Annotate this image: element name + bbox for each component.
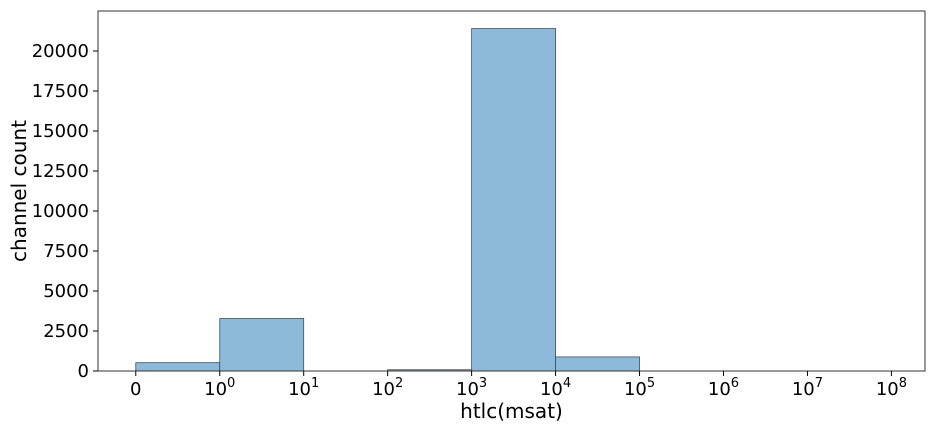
x-tick-label: 105 <box>624 376 655 400</box>
y-tick-label: 0 <box>78 361 89 382</box>
bars-group <box>135 28 640 372</box>
y-tick-label: 10000 <box>32 201 89 222</box>
y-axis-ticks: 0 2500 5000 7500 10000 12500 15000 17500 20000 <box>32 41 98 382</box>
x-tick-label: 106 <box>708 376 739 400</box>
x-axis-ticks: 0 100 101 102 103 104 105 106 107 108 <box>130 371 907 400</box>
x-tick-label: 0 <box>130 379 141 400</box>
histogram-bar-1 <box>135 362 221 372</box>
y-tick-label: 17500 <box>32 81 89 102</box>
histogram-bar-4 <box>471 28 556 372</box>
x-tick-label: 107 <box>792 376 823 400</box>
x-tick-label: 100 <box>204 376 235 400</box>
y-tick-label: 2500 <box>43 321 89 342</box>
x-tick-label: 102 <box>372 376 403 400</box>
y-tick-label: 15000 <box>32 121 89 142</box>
y-tick-label: 7500 <box>43 241 89 262</box>
x-tick-label: 108 <box>876 376 907 400</box>
x-tick-label: 104 <box>540 376 571 400</box>
y-tick-label: 12500 <box>32 161 89 182</box>
x-tick-label: 101 <box>288 376 319 400</box>
histogram-bar-5 <box>555 356 640 372</box>
x-axis-label: htlc(msat) <box>460 399 563 423</box>
y-axis-label: channel count <box>7 120 31 262</box>
y-tick-label: 5000 <box>43 281 89 302</box>
x-tick-label: 103 <box>456 376 487 400</box>
histogram-bar-2 <box>219 318 305 372</box>
plot-frame <box>97 10 926 372</box>
y-tick-label: 20000 <box>32 41 89 62</box>
